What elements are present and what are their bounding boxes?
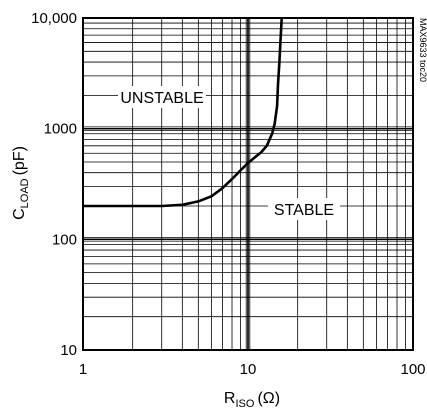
x-tick-label: 100 bbox=[400, 361, 425, 378]
unstable-label-bg bbox=[118, 86, 206, 108]
y-tick-label: 10 bbox=[60, 342, 77, 359]
stability-boundary-line bbox=[83, 17, 283, 208]
y-tick-label: 10,000 bbox=[31, 10, 77, 27]
plot-frame bbox=[82, 17, 414, 351]
x-axis-label: RISO (Ω) bbox=[224, 390, 280, 410]
y-tick-label: 1000 bbox=[44, 121, 77, 138]
figure-code: MAX9633 toc20 bbox=[418, 18, 427, 82]
unstable-label: UNSTABLE bbox=[120, 90, 203, 107]
grid bbox=[82, 17, 414, 351]
x-tick-label: 10 bbox=[240, 361, 257, 378]
stable-label-bg bbox=[268, 198, 340, 220]
x-tick-label: 1 bbox=[79, 361, 87, 378]
y-axis-label: CLOAD(pF) bbox=[11, 146, 31, 220]
stable-label: STABLE bbox=[274, 202, 334, 219]
y-tick-label: 100 bbox=[52, 231, 77, 248]
